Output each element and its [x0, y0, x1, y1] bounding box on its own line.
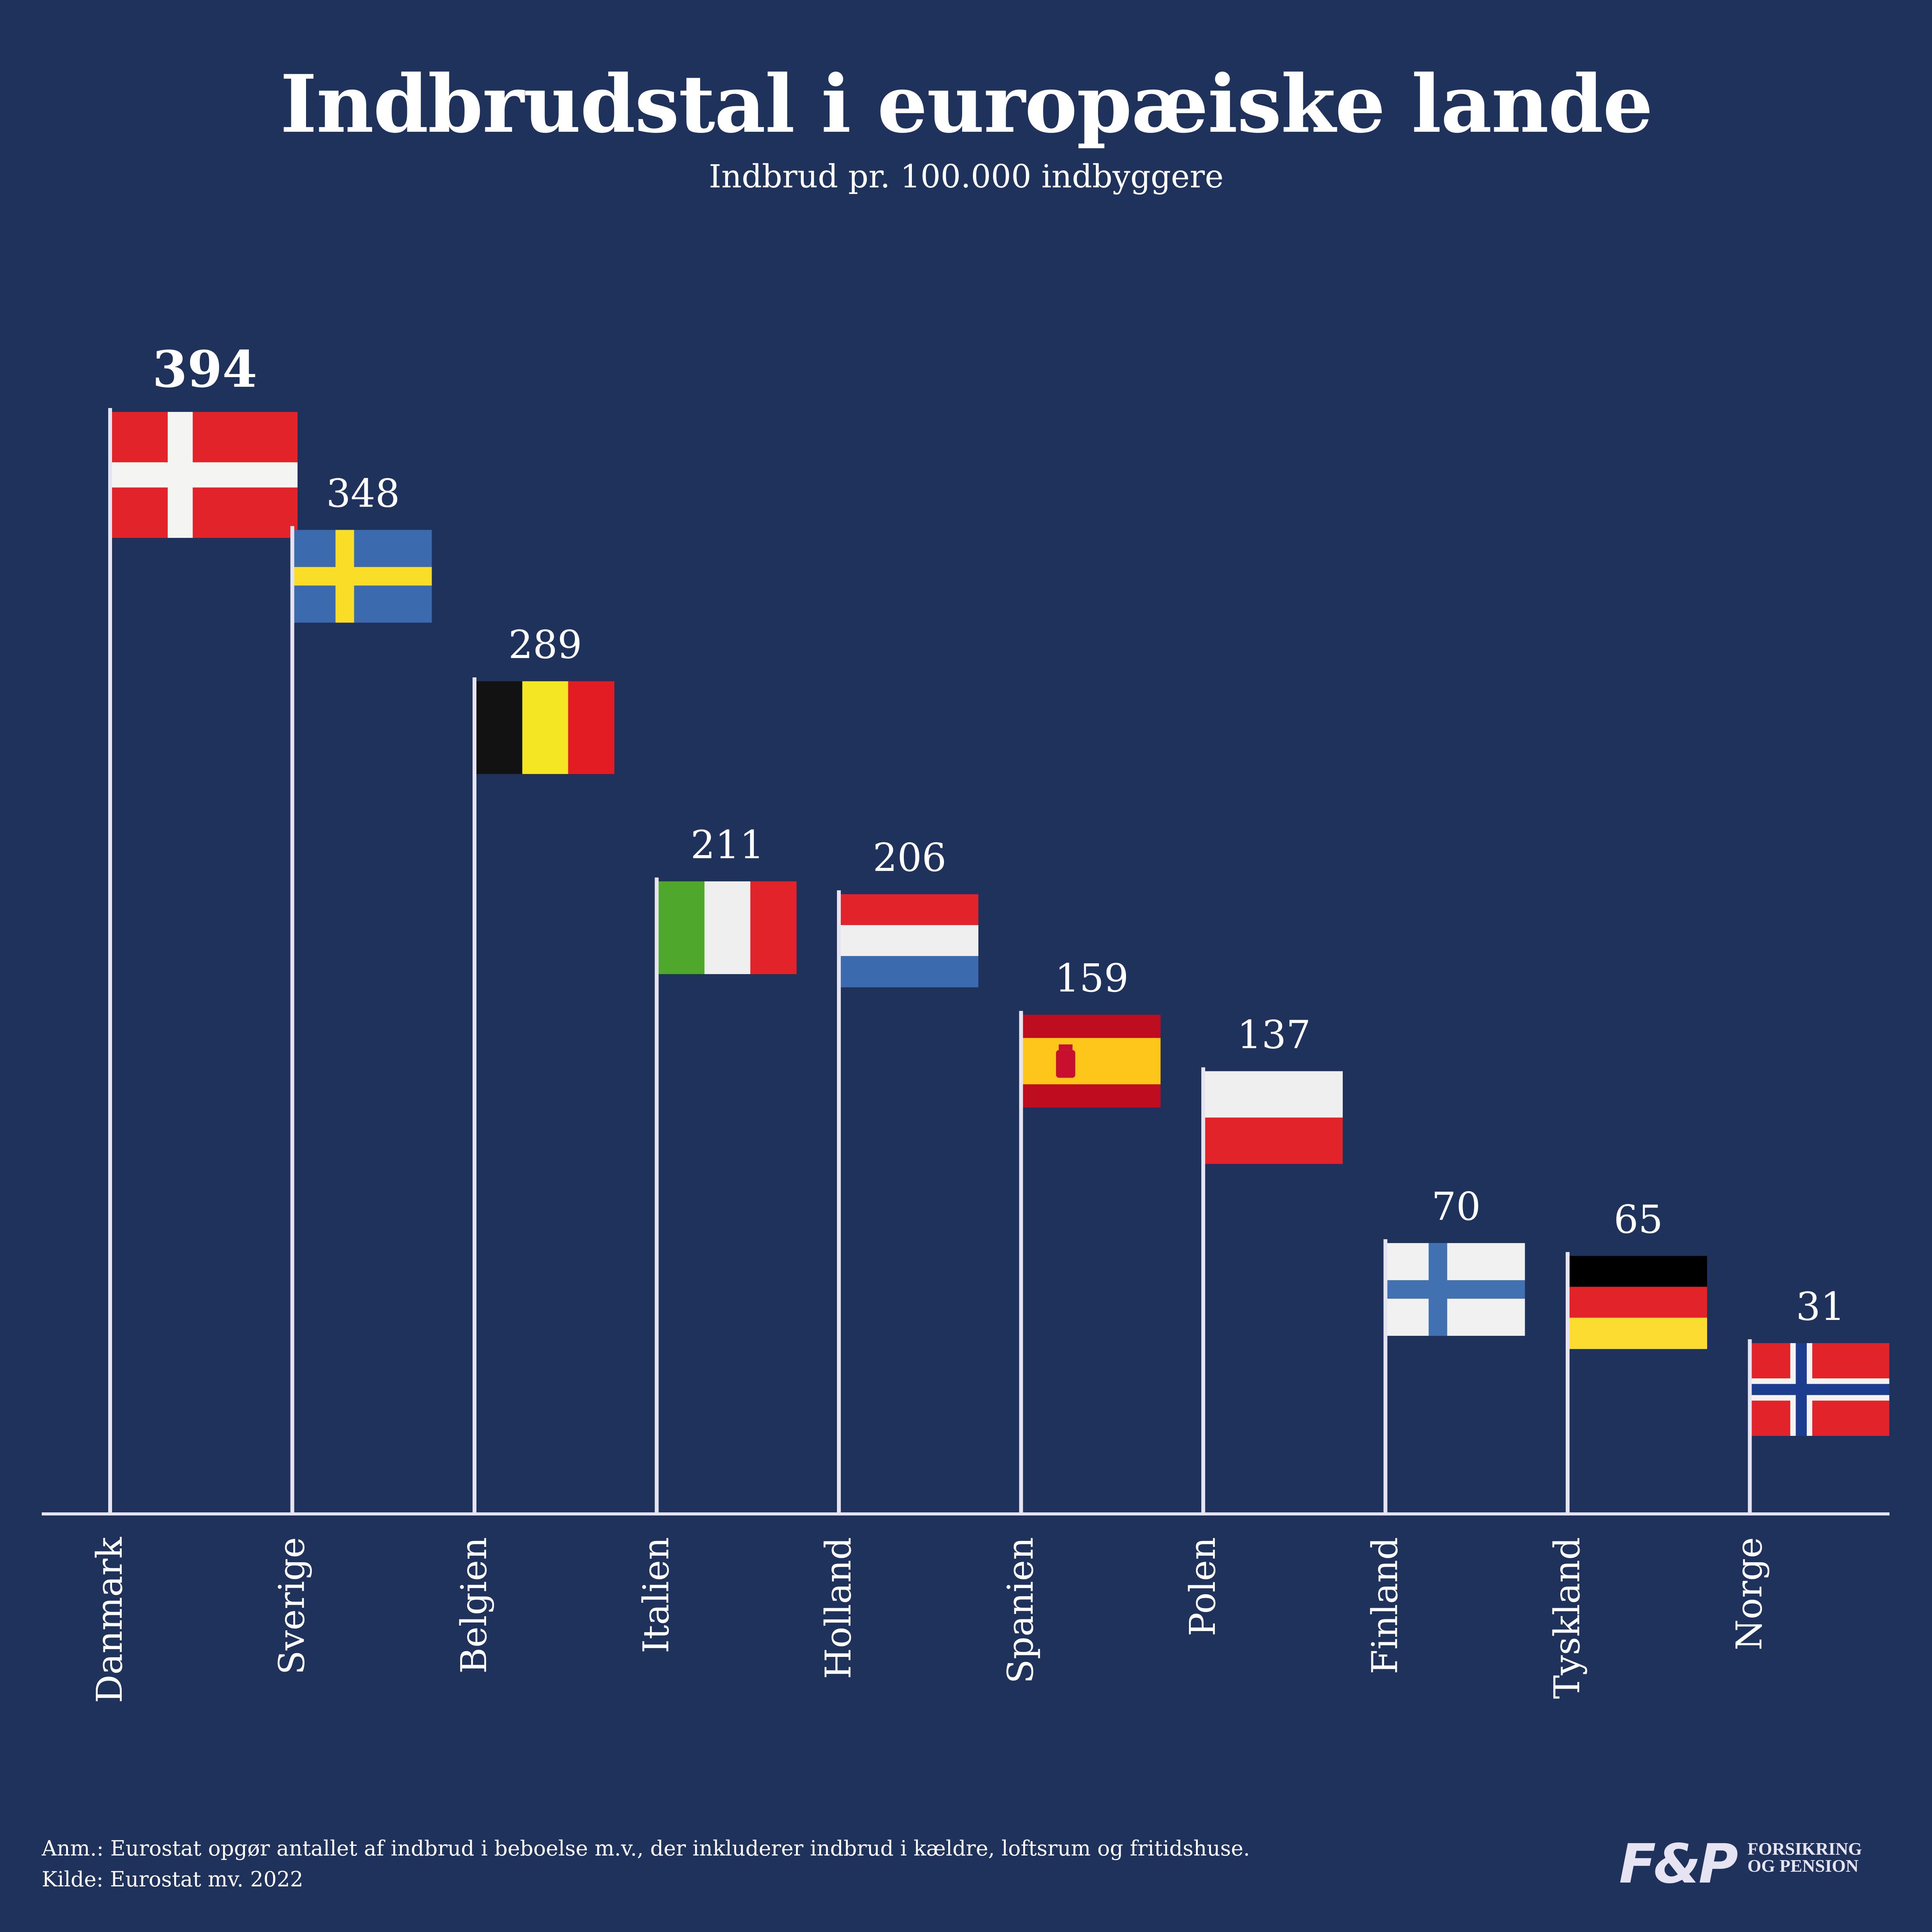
category-label: Finland: [1364, 1537, 1406, 1674]
bar-tyskland: 65 Tyskland: [1546, 1197, 1707, 1699]
footnote: Anm.: Eurostat opgør antallet af indbrud…: [42, 1836, 1250, 1861]
logo-line-1: FORSIKRING: [1747, 1839, 1862, 1859]
flag-pole: [1201, 1067, 1205, 1514]
flag-pole: [1383, 1239, 1388, 1514]
bar-italien: 211 Italien: [636, 822, 797, 1653]
category-label: Norge: [1729, 1537, 1770, 1650]
bar-holland: 206 Holland: [818, 835, 978, 1679]
value-label: 348: [326, 471, 400, 516]
category-label: Spanien: [1000, 1537, 1041, 1684]
belgium-flag: [476, 681, 614, 774]
bar-polen: 137 Polen: [1182, 1012, 1343, 1636]
bar-belgien: 289 Belgien: [453, 622, 614, 1674]
norway-flag: [1752, 1343, 1889, 1436]
flag-pole: [473, 677, 476, 1514]
germany-flag: [1570, 1256, 1707, 1349]
coat-of-arms-icon: [1056, 1050, 1075, 1078]
flag-pole: [655, 877, 659, 1514]
bar-danmark: 394 Danmark: [89, 340, 298, 1703]
value-label: 159: [1055, 956, 1129, 1001]
flag-pole: [1019, 1011, 1023, 1514]
finland-flag: [1387, 1243, 1525, 1336]
logo-line-2: OG PENSION: [1747, 1856, 1859, 1876]
value-label: 289: [509, 622, 582, 667]
category-label: Sverige: [271, 1537, 313, 1675]
fp-logo: F&P FORSIKRING OG PENSION: [1619, 1837, 1862, 1891]
value-label: 206: [873, 835, 947, 880]
spain-flag: [1023, 1015, 1161, 1108]
category-label: Italien: [636, 1537, 677, 1653]
value-label: 394: [152, 340, 257, 399]
chart-subtitle: Indbrud pr. 100.000 indbyggere: [709, 158, 1224, 195]
logo-mark: F&P: [1619, 1833, 1738, 1896]
netherlands-flag: [841, 894, 978, 988]
value-label: 211: [690, 822, 764, 867]
category-label: Holland: [818, 1537, 859, 1679]
bar-sverige: 348 Sverige: [271, 471, 432, 1675]
value-label: 137: [1237, 1012, 1311, 1057]
bar-finland: 70 Finland: [1364, 1184, 1525, 1674]
category-label: Danmark: [89, 1537, 130, 1703]
value-label: 31: [1796, 1284, 1845, 1329]
flag-pole: [290, 526, 294, 1514]
sweden-flag: [294, 530, 432, 623]
logo-text: FORSIKRING OG PENSION: [1747, 1839, 1862, 1876]
chart-title: Indbrudstal i europæiske lande: [280, 58, 1653, 151]
poland-flag: [1205, 1071, 1343, 1164]
flag-pole: [1748, 1339, 1752, 1514]
category-label: Tyskland: [1546, 1537, 1588, 1699]
flag-pole: [1566, 1252, 1570, 1514]
flag-pole: [108, 408, 112, 1514]
bar-spanien: 159 Spanien: [1000, 956, 1161, 1684]
flag-pole: [837, 890, 841, 1514]
category-label: Belgien: [453, 1537, 495, 1674]
denmark-flag: [112, 412, 298, 538]
source-note: Kilde: Eurostat mv. 2022: [42, 1867, 303, 1891]
value-label: 65: [1614, 1197, 1663, 1242]
bar-norge: 31 Norge: [1729, 1284, 1889, 1650]
category-label: Polen: [1182, 1537, 1223, 1636]
italy-flag: [658, 881, 797, 974]
value-label: 70: [1432, 1184, 1481, 1229]
